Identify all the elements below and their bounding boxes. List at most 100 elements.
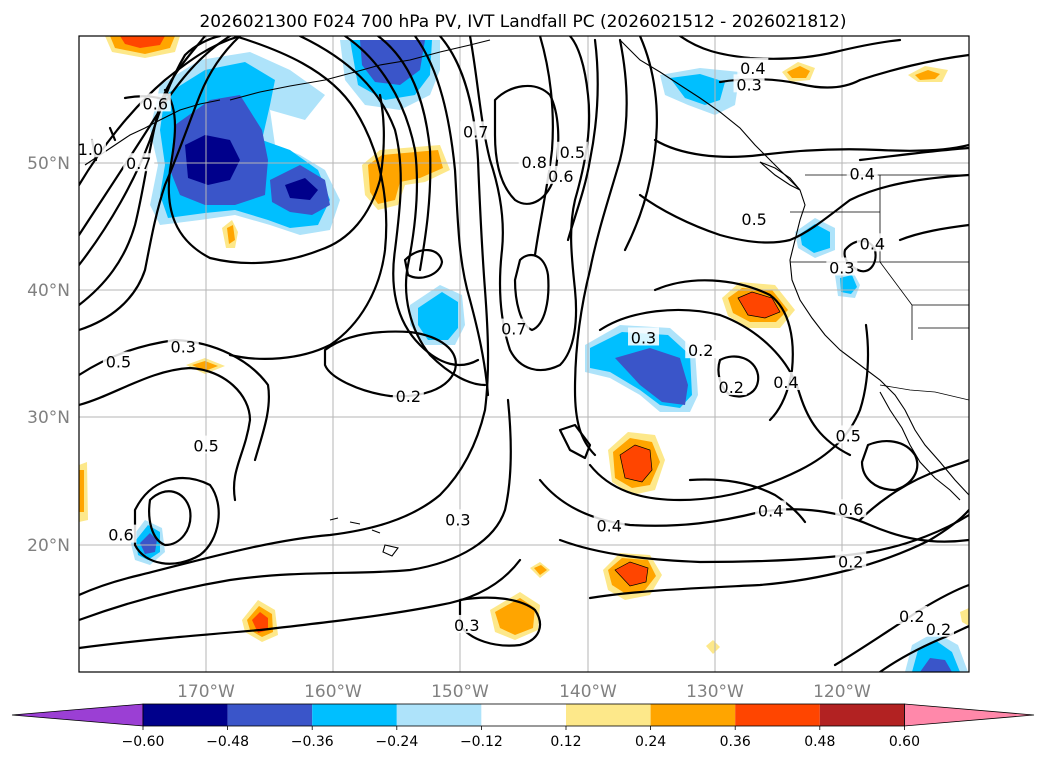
positive-anomaly-east-edge (960, 608, 969, 626)
plot-frame (78, 35, 970, 673)
negative-anomaly-coast-north-core (670, 74, 725, 105)
positive-anomaly-west-edge-core (79, 470, 84, 512)
contour-label: 0.5 (835, 426, 860, 445)
contour-label-background (826, 257, 858, 276)
contour-label: 0.2 (396, 387, 421, 406)
colorbar-tick-label: 0.60 (889, 734, 920, 750)
contour-label-background (139, 93, 171, 112)
contour-label: 0.4 (740, 59, 765, 78)
contour-label: 0.3 (736, 75, 761, 94)
contour-line (79, 36, 242, 332)
contour-line (588, 508, 969, 600)
contour-line (573, 38, 628, 457)
lon-tick-labels: 170°W 160°W 150°W 140°W 130°W 120°W (177, 682, 871, 702)
contour-label: 0.7 (463, 122, 488, 141)
colorbar-box (481, 704, 566, 726)
contour-label-background (835, 499, 867, 518)
colorbar-outline (142, 703, 905, 727)
contour-label: 0.5 (741, 210, 766, 229)
contour-label-background (922, 618, 954, 637)
map-content: 0.40.30.70.50.60.80.40.50.40.30.7 0.30.20… (79, 36, 969, 672)
contour-label: 0.2 (838, 552, 863, 571)
contour-line (653, 138, 969, 158)
contour-line (860, 440, 919, 492)
contour-line (688, 478, 807, 524)
contour-line (678, 36, 902, 60)
contour-line (133, 477, 220, 565)
contour-line (858, 458, 969, 522)
contour-label: 0.3 (829, 259, 854, 278)
contour-label-background (737, 57, 769, 76)
negative-anomaly-central-strong (615, 348, 688, 405)
lon-tick-label: 140°W (559, 682, 617, 702)
vancouver-island (759, 161, 801, 191)
contour-label-background (545, 165, 577, 184)
contour-line (533, 36, 554, 257)
contour-line (638, 173, 969, 244)
contour-line (79, 398, 512, 622)
colorbar-box (312, 704, 397, 726)
contour-label: 0.5 (106, 353, 131, 372)
colorbar-tick-label: −0.36 (291, 734, 334, 750)
contour-line (858, 53, 969, 82)
negative-anomaly-southwest-strong (140, 533, 157, 554)
negative-anomaly-southeast-core (912, 640, 960, 672)
contour-label-background (856, 233, 888, 252)
colorbar-box (396, 704, 482, 726)
positive-anomaly-offshore-ca-strong (738, 292, 780, 318)
contour-label-background (628, 327, 660, 346)
contour-label: 0.2 (719, 378, 744, 397)
colorbar-extend-min (11, 703, 144, 727)
contour-label: 0.4 (860, 234, 885, 253)
contour-label: 0.8 (521, 153, 546, 172)
colorbar-box (143, 704, 228, 726)
contour-label-background (167, 336, 199, 355)
contour-label-background (460, 121, 492, 140)
bc-coast (789, 189, 969, 496)
colorbar-tick-label: 0.24 (635, 734, 666, 750)
colorbar-box (650, 704, 736, 726)
contour-line (413, 36, 490, 397)
contour-label-background (392, 385, 424, 404)
negative-anomaly-aleutian-peak (185, 135, 240, 185)
contour-label-background (451, 614, 483, 633)
lon-tick-label: 120°W (813, 682, 871, 702)
hawaii-islands (329, 517, 399, 557)
contour-label-background (556, 141, 588, 160)
positive-anomaly-subtropics-strong (620, 445, 652, 482)
positive-anomaly-small-a-core (227, 225, 235, 244)
contour-label: 0.5 (193, 437, 218, 456)
alaska-coast (229, 39, 491, 101)
colorbar-box (227, 704, 313, 726)
contour-line (566, 38, 599, 242)
contour-label-background (832, 425, 864, 444)
negative-anomaly-southeast-strong (920, 658, 952, 672)
contour-label: 0.6 (548, 167, 573, 186)
map-title: 2026021300 F024 700 hPa PV, IVT Landfall… (199, 12, 846, 32)
lon-tick-label: 150°W (431, 682, 489, 702)
contour-line (653, 279, 794, 422)
contour-label-background (835, 551, 867, 570)
contour-label: 0.2 (926, 620, 951, 639)
positive-anomaly-topleft-strong (120, 36, 165, 48)
contour-label: 0.2 (688, 341, 713, 360)
contour-label-background (105, 524, 137, 543)
colorbar-tick-label: −0.48 (206, 734, 249, 750)
contour-label: 0.4 (758, 501, 783, 520)
contour-line (376, 36, 432, 272)
contour-line (458, 596, 542, 647)
us-mexico-border (879, 384, 969, 401)
contour-line (588, 323, 870, 502)
contour-label: 0.4 (596, 517, 621, 536)
contour-line (148, 490, 192, 547)
colorbar-tick-label: −0.12 (460, 734, 503, 750)
contour-label-background (846, 163, 878, 182)
contour-label: 0.7 (126, 154, 151, 173)
contour-label: 0.3 (631, 328, 656, 347)
lon-tick-label: 130°W (686, 682, 744, 702)
contour-label: 0.5 (560, 143, 585, 162)
colorbar-box (566, 704, 651, 726)
contour-line (513, 253, 550, 332)
contour-line (403, 249, 444, 279)
